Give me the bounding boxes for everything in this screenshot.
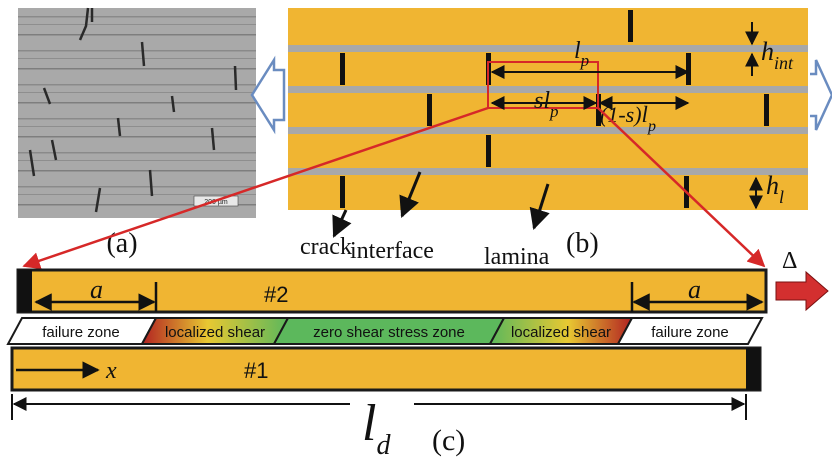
lp-label: lp <box>574 38 589 70</box>
panel-b-label: (b) <box>566 228 599 259</box>
ld-label: ld <box>362 395 391 460</box>
a-left-label: a <box>90 275 103 304</box>
interface-lines <box>288 45 808 175</box>
interface-pointer <box>399 171 422 218</box>
platelet-1 <box>10 346 762 392</box>
platelet-1-label: #1 <box>244 358 268 383</box>
a-right-label: a <box>688 275 701 304</box>
lamina-label: lamina <box>484 244 550 270</box>
platelet-1-crack <box>746 348 760 390</box>
delta-label: Δ <box>782 248 797 274</box>
panel-b: lp slp (1-s)lp hint hl crack interface l… <box>288 8 808 270</box>
micrograph-cracks <box>28 7 238 213</box>
right-hollow-arrow-icon <box>810 59 832 131</box>
panel-c: #2 a a failure zone localized shear zero… <box>6 248 829 460</box>
lamina-pointer <box>529 183 550 231</box>
scale-bar-text: 200 µm <box>204 199 228 206</box>
zoom-line-right <box>597 107 766 268</box>
platelet-2 <box>16 268 768 314</box>
zone-shear-left-text: localized shear <box>165 324 265 341</box>
micrograph-photo <box>18 8 256 218</box>
hl-label: hl <box>766 171 784 207</box>
load-arrow-icon <box>775 270 829 312</box>
platelet-2-crack <box>18 270 32 312</box>
ld-label-bg <box>350 394 414 416</box>
zone-shear-right-text: localized shear <box>511 324 611 341</box>
panel-a: 200 µm (a) <box>18 7 256 259</box>
crack-label: crack <box>300 234 352 260</box>
panel-c-label: (c) <box>432 424 465 457</box>
zone-failure-right-text: failure zone <box>651 324 729 341</box>
interface-label: interface <box>350 238 434 264</box>
zone-failure-left-text: failure zone <box>42 324 120 341</box>
x-label: x <box>105 358 117 384</box>
left-hollow-arrow-icon <box>250 55 286 135</box>
one-minus-s-label: (1-s)lp <box>600 102 656 135</box>
zone-failure-right <box>616 317 764 345</box>
crack-pointer <box>332 209 352 238</box>
slp-label: slp <box>534 88 559 121</box>
zone-zero-text: zero shear stress zone <box>313 324 465 341</box>
zoom-line-left <box>22 106 489 270</box>
hint-label: hint <box>761 37 794 73</box>
platelet-2-label: #2 <box>264 282 288 307</box>
